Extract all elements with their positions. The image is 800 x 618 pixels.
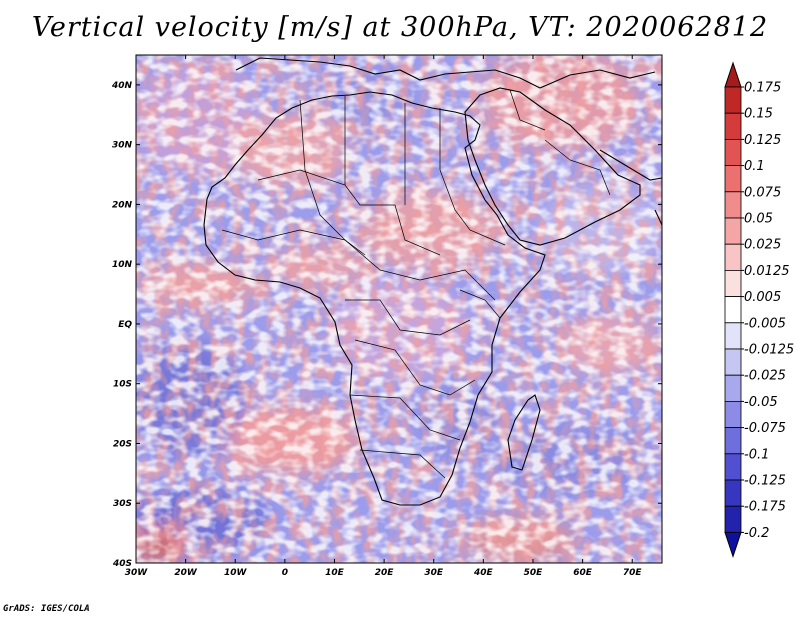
colorbar-label: -0.05 [744,395,778,410]
colorbar-swatch [724,322,742,350]
colorbar-label: -0.075 [744,421,786,436]
colorbar-label: 0.175 [744,81,781,96]
colorbar-label: 0.05 [744,212,773,227]
colorbar-swatch [724,374,742,402]
latitude-axis: 40N 30N 20N 10N EQ 10S 20S 30S 40S [111,81,662,569]
colorbar-swatch [724,427,742,455]
country-borders [221,89,611,479]
colorbar-swatch [724,348,742,376]
colorbar-swatch [724,269,742,297]
lon-label: 20W [174,568,198,578]
africa-coastline [203,91,546,506]
colorbar-label: 0.075 [744,185,781,200]
colorbar-bottom-arrow [724,531,742,558]
lon-label: 30E [424,568,444,578]
lat-label: EQ [118,320,132,330]
coastlines [203,57,662,506]
colorbar-label: -0.005 [744,316,786,331]
lon-label: 30W [125,568,149,578]
lat-label: 10N [112,260,133,270]
colorbar-swatch [724,296,742,324]
colorbar-swatch [724,453,742,481]
lat-label: 20S [113,439,132,449]
lat-label: 30S [113,499,132,509]
lon-label: 20E [375,568,395,578]
colorbar-swatch [724,165,742,193]
velocity-field [136,55,662,563]
colorbar-swatch [724,400,742,428]
colorbar-swatch [724,191,742,219]
colorbar-swatch [724,138,742,166]
madagascar-coastline [507,394,541,471]
colorbar-label: 0.125 [744,133,781,148]
lon-label: 60E [573,568,593,578]
colorbar-top-arrow [724,61,742,88]
lat-label: 40S [112,559,132,569]
longitude-axis: 30W 20W 10W 0 10E 20E 30E 40E 50E 60E 70E [125,55,643,578]
grads-credit: GrADS: IGES/COLA [3,604,90,614]
lat-label: 10S [113,380,132,390]
colorbar-label: -0.125 [744,474,786,489]
colorbar: 0.175 0.15 0.125 0.1 0.075 0.05 0.025 0.0125 0.0… [724,61,794,558]
lat-label: 20N [112,200,133,210]
colorbar-label: -0.1 [744,447,769,462]
colorbar-label: 0.0125 [744,264,790,279]
colorbar-swatch [724,86,742,114]
colorbar-label: 0.005 [744,290,781,305]
colorbar-label: 0.025 [744,238,781,253]
asia-coast [539,69,662,181]
lon-label: 0 [282,568,288,578]
colorbar-label: -0.175 [744,500,786,515]
colorbar-label: 0.1 [744,159,765,174]
colorbar-swatch [724,243,742,271]
lat-label: 30N [112,141,133,151]
colorbar-swatch [724,505,742,533]
colorbar-swatch [724,217,742,245]
colorbar-label: 0.15 [744,107,773,122]
lon-label: 50E [524,568,544,578]
colorbar-swatch [724,479,742,507]
colorbar-label: -0.0125 [744,343,794,358]
lon-label: 40E [473,568,494,578]
arabia-coastline [464,87,641,246]
map-frame [135,54,663,564]
lon-label: 10E [325,568,345,578]
lon-label: 10W [224,568,248,578]
colorbar-label: -0.025 [744,369,786,384]
colorbar-swatch [724,112,742,140]
lat-label: 40N [111,81,133,91]
india-coast [654,209,662,226]
mediterranean-north-coast [235,57,541,89]
lon-label: 70E [623,568,643,578]
map-title: Vertical velocity [m/s] at 300hPa, VT: 2… [31,12,769,43]
colorbar-label: -0.2 [744,526,769,541]
